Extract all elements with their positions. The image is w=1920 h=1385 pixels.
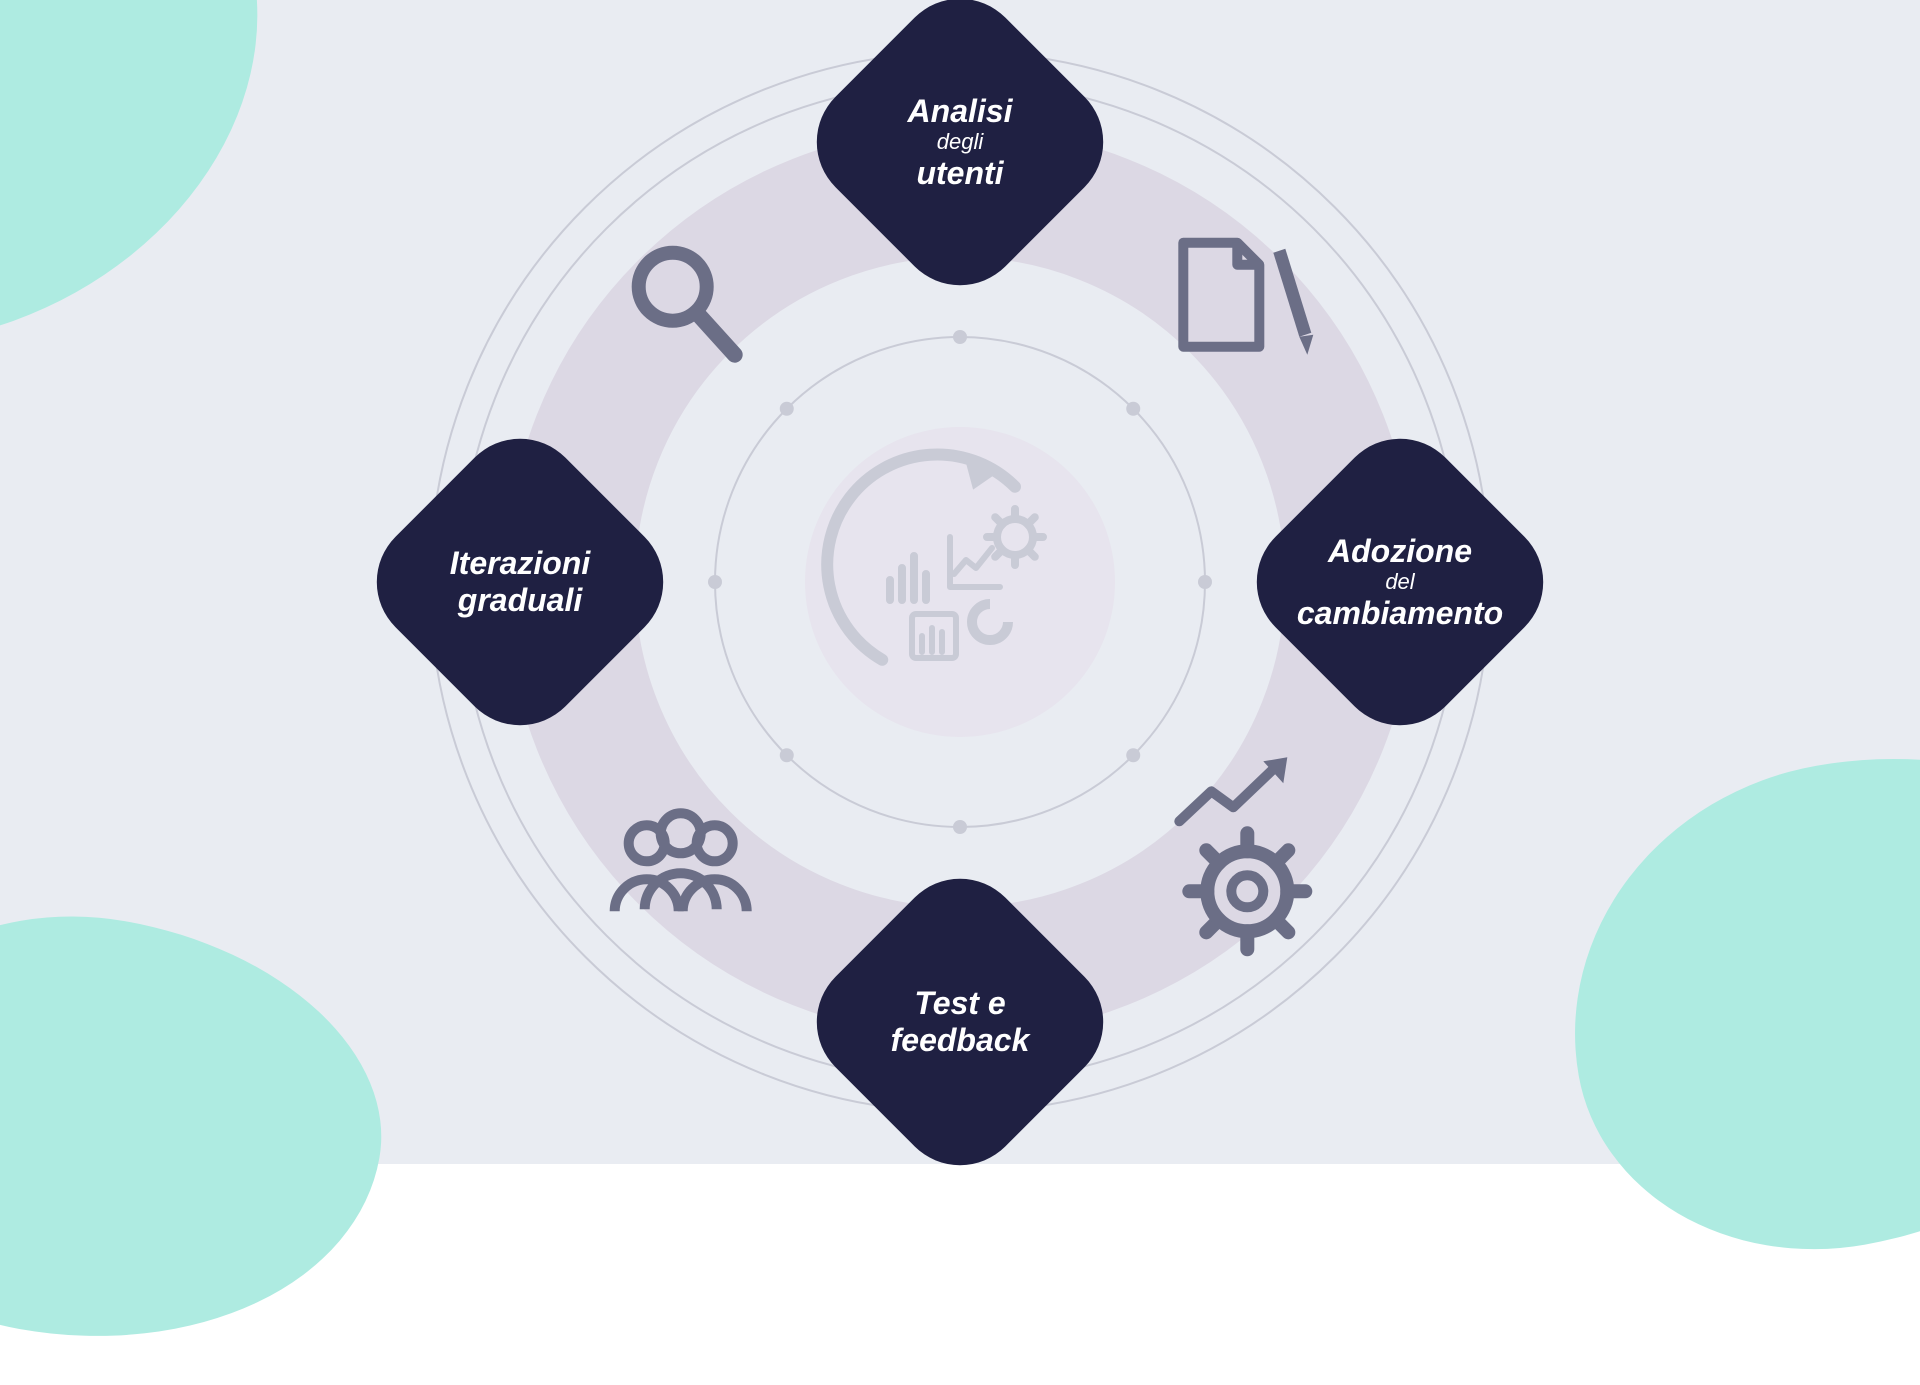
node-line3: cambiamento [1297, 595, 1503, 632]
node-line1: Analisi [908, 93, 1013, 130]
node-line3: feedback [891, 1022, 1030, 1059]
cycle-node: Iterazionigraduali [350, 412, 689, 751]
cycle-node: Test efeedback [790, 852, 1129, 1191]
cycle-node: Adozionedelcambiamento [1230, 412, 1569, 751]
node-line1: Adozione [1328, 533, 1472, 570]
node-line3: utenti [916, 155, 1003, 192]
node-line1: Test e [914, 985, 1005, 1022]
node-line3: graduali [458, 582, 582, 619]
node-line2: degli [937, 129, 983, 154]
diagram-canvas: Analisidegliutenti Adozionedelcambiamento… [0, 0, 1920, 1164]
node-line2: del [1385, 569, 1414, 594]
node-line1: Iterazioni [450, 545, 590, 582]
